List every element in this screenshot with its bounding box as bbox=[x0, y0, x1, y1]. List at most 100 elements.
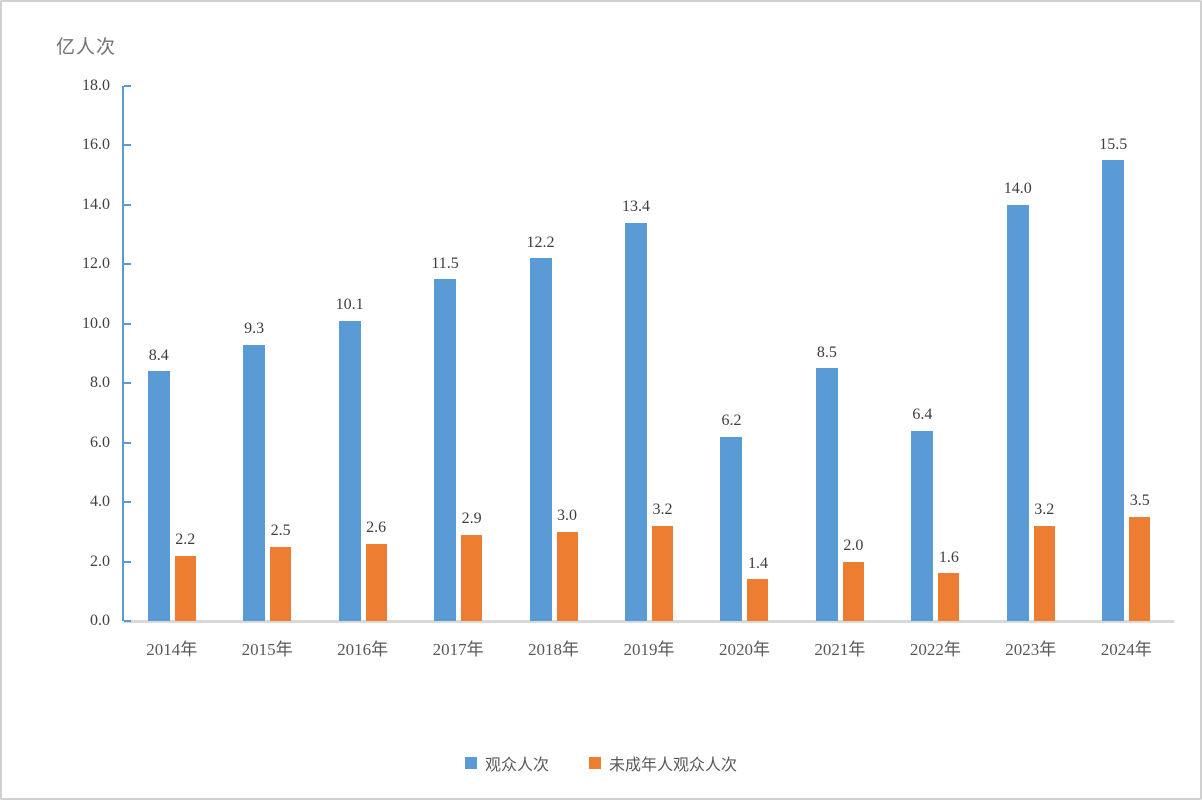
bar-column: 2.9 bbox=[461, 86, 483, 621]
y-axis-tick-mark bbox=[124, 203, 131, 206]
bar-观众人次-2024年 bbox=[1102, 160, 1125, 621]
bar-group-2019年: 13.4 3.2 bbox=[601, 86, 696, 621]
x-axis-category-label: 2016年 bbox=[337, 640, 389, 659]
bar-column: 3.2 bbox=[651, 86, 673, 621]
y-axis-tick-mark bbox=[124, 441, 131, 444]
bar-观众人次-2020年 bbox=[720, 436, 743, 621]
bar-value-label: 15.5 bbox=[1099, 135, 1128, 153]
bar-column: 6.4 bbox=[911, 86, 934, 621]
y-axis-tick-label: 8.0 bbox=[90, 374, 110, 392]
y-axis-tick-label: 6.0 bbox=[90, 433, 110, 451]
bar-column: 3.5 bbox=[1129, 86, 1151, 621]
y-axis-tick-mark bbox=[124, 620, 131, 622]
bar-column: 1.4 bbox=[747, 86, 769, 621]
x-axis-category-label: 2024年 bbox=[1100, 640, 1152, 659]
x-axis-category-label: 2017年 bbox=[432, 640, 484, 659]
bar-value-label: 12.2 bbox=[526, 233, 555, 251]
y-axis-tick-label: 4.0 bbox=[90, 493, 110, 511]
bar-group-2017年: 11.5 2.9 bbox=[410, 86, 505, 621]
bar-group-2020年: 6.2 1.4 bbox=[697, 86, 792, 621]
bar-group-2018年: 12.2 3.0 bbox=[506, 86, 601, 621]
bar-column: 13.4 bbox=[621, 86, 650, 621]
y-axis-tick-label: 10.0 bbox=[82, 314, 110, 332]
x-axis-category-label: 2014年 bbox=[146, 640, 198, 659]
bar-group-2016年: 10.1 2.6 bbox=[315, 86, 410, 621]
x-axis-line bbox=[124, 620, 1174, 623]
bar-column: 1.6 bbox=[938, 86, 960, 621]
y-axis-tick-label: 2.0 bbox=[90, 552, 110, 570]
bar-value-label: 1.4 bbox=[747, 554, 768, 572]
bar-value-label: 6.4 bbox=[912, 406, 933, 424]
x-axis-category-label: 2022年 bbox=[909, 640, 961, 659]
x-axis-category-label: 2019年 bbox=[623, 640, 675, 659]
bar-group-2021年: 8.5 2.0 bbox=[792, 86, 887, 621]
bar-column: 3.0 bbox=[556, 86, 578, 621]
bar-group-2023年: 14.0 3.2 bbox=[983, 86, 1078, 621]
y-axis-tick-label: 16.0 bbox=[82, 136, 110, 154]
bar-column: 3.2 bbox=[1033, 86, 1055, 621]
y-axis-title: 亿人次 bbox=[56, 37, 117, 58]
plot-area: 0.0 2.0 4.0 6.0 8.0 10.0 12.0 14.0 16.0 18.0 8.4 2.… bbox=[82, 78, 1174, 659]
bar-观众人次-2022年 bbox=[911, 430, 934, 621]
bar-未成年人观众人次-2023年 bbox=[1033, 525, 1055, 621]
bar-value-label: 3.2 bbox=[1034, 501, 1055, 519]
bar-未成年人观众人次-2015年 bbox=[270, 546, 292, 621]
bar-value-label: 11.5 bbox=[431, 254, 459, 272]
bar-value-label: 1.6 bbox=[938, 548, 959, 566]
bar-未成年人观众人次-2020年 bbox=[747, 579, 769, 621]
bar-观众人次-2023年 bbox=[1006, 204, 1029, 621]
legend-label-audience: 观众人次 bbox=[484, 757, 549, 774]
bar-column: 11.5 bbox=[431, 86, 459, 621]
y-axis-tick-mark bbox=[124, 322, 131, 325]
y-axis-tick-label: 12.0 bbox=[82, 255, 110, 273]
bar-column: 2.5 bbox=[270, 86, 292, 621]
bar-value-label: 2.0 bbox=[843, 536, 864, 554]
legend-swatch-blue-icon bbox=[464, 757, 477, 769]
bar-value-label: 9.3 bbox=[244, 320, 265, 337]
bar-未成年人观众人次-2014年 bbox=[174, 555, 196, 621]
bar-column: 2.0 bbox=[842, 86, 864, 621]
y-axis-tick-mark bbox=[124, 144, 131, 147]
bar-未成年人观众人次-2018年 bbox=[556, 531, 578, 621]
bar-value-label: 6.2 bbox=[721, 412, 742, 430]
x-axis-category-label: 2023年 bbox=[1005, 640, 1057, 659]
bar-观众人次-2015年 bbox=[243, 344, 266, 621]
bar-value-label: 14.0 bbox=[1003, 180, 1032, 198]
bar-观众人次-2018年 bbox=[529, 258, 552, 621]
bar-column: 2.6 bbox=[365, 86, 387, 621]
bar-value-label: 3.2 bbox=[652, 501, 673, 519]
y-axis-line bbox=[122, 86, 124, 621]
x-axis-category-label: 2018年 bbox=[528, 640, 580, 659]
bar-column: 15.5 bbox=[1099, 86, 1128, 621]
y-axis-tick-mark bbox=[124, 263, 131, 266]
legend-label-minor-audience: 未成年人观众人次 bbox=[609, 757, 738, 774]
bar-value-label: 2.2 bbox=[175, 531, 196, 549]
bar-观众人次-2016年 bbox=[338, 320, 361, 621]
y-axis-tick-label: 18.0 bbox=[82, 77, 110, 94]
bar-value-label: 2.9 bbox=[461, 510, 482, 528]
bar-column: 9.3 bbox=[243, 86, 266, 621]
y-axis-tick-mark bbox=[124, 382, 131, 385]
bar-未成年人观众人次-2016年 bbox=[365, 543, 387, 621]
bar-value-label: 13.4 bbox=[621, 198, 650, 216]
bar-group-2015年: 9.3 2.5 bbox=[219, 86, 314, 621]
y-axis-tick-label: 14.0 bbox=[82, 195, 110, 213]
bar-未成年人观众人次-2017年 bbox=[461, 534, 483, 621]
bar-value-label: 3.5 bbox=[1129, 492, 1150, 510]
bar-观众人次-2021年 bbox=[815, 368, 838, 621]
y-axis-tick-mark bbox=[124, 560, 131, 563]
bar-观众人次-2014年 bbox=[147, 371, 170, 621]
x-axis-category-label: 2015年 bbox=[241, 640, 293, 659]
bar-value-label: 2.6 bbox=[366, 519, 387, 537]
bar-group-2014年: 8.4 2.2 bbox=[124, 86, 219, 621]
y-axis-tick-label: 0.0 bbox=[90, 612, 110, 629]
bar-column: 12.2 bbox=[526, 86, 555, 621]
bar-column: 10.1 bbox=[336, 86, 364, 621]
legend-swatch-orange-icon bbox=[589, 757, 601, 769]
bar-group-2024年: 15.5 3.5 bbox=[1079, 86, 1174, 621]
bar-value-label: 2.5 bbox=[270, 522, 291, 540]
bar-value-label: 8.5 bbox=[816, 343, 837, 361]
x-axis-category-label: 2020年 bbox=[718, 640, 770, 659]
bar-观众人次-2017年 bbox=[434, 279, 457, 621]
